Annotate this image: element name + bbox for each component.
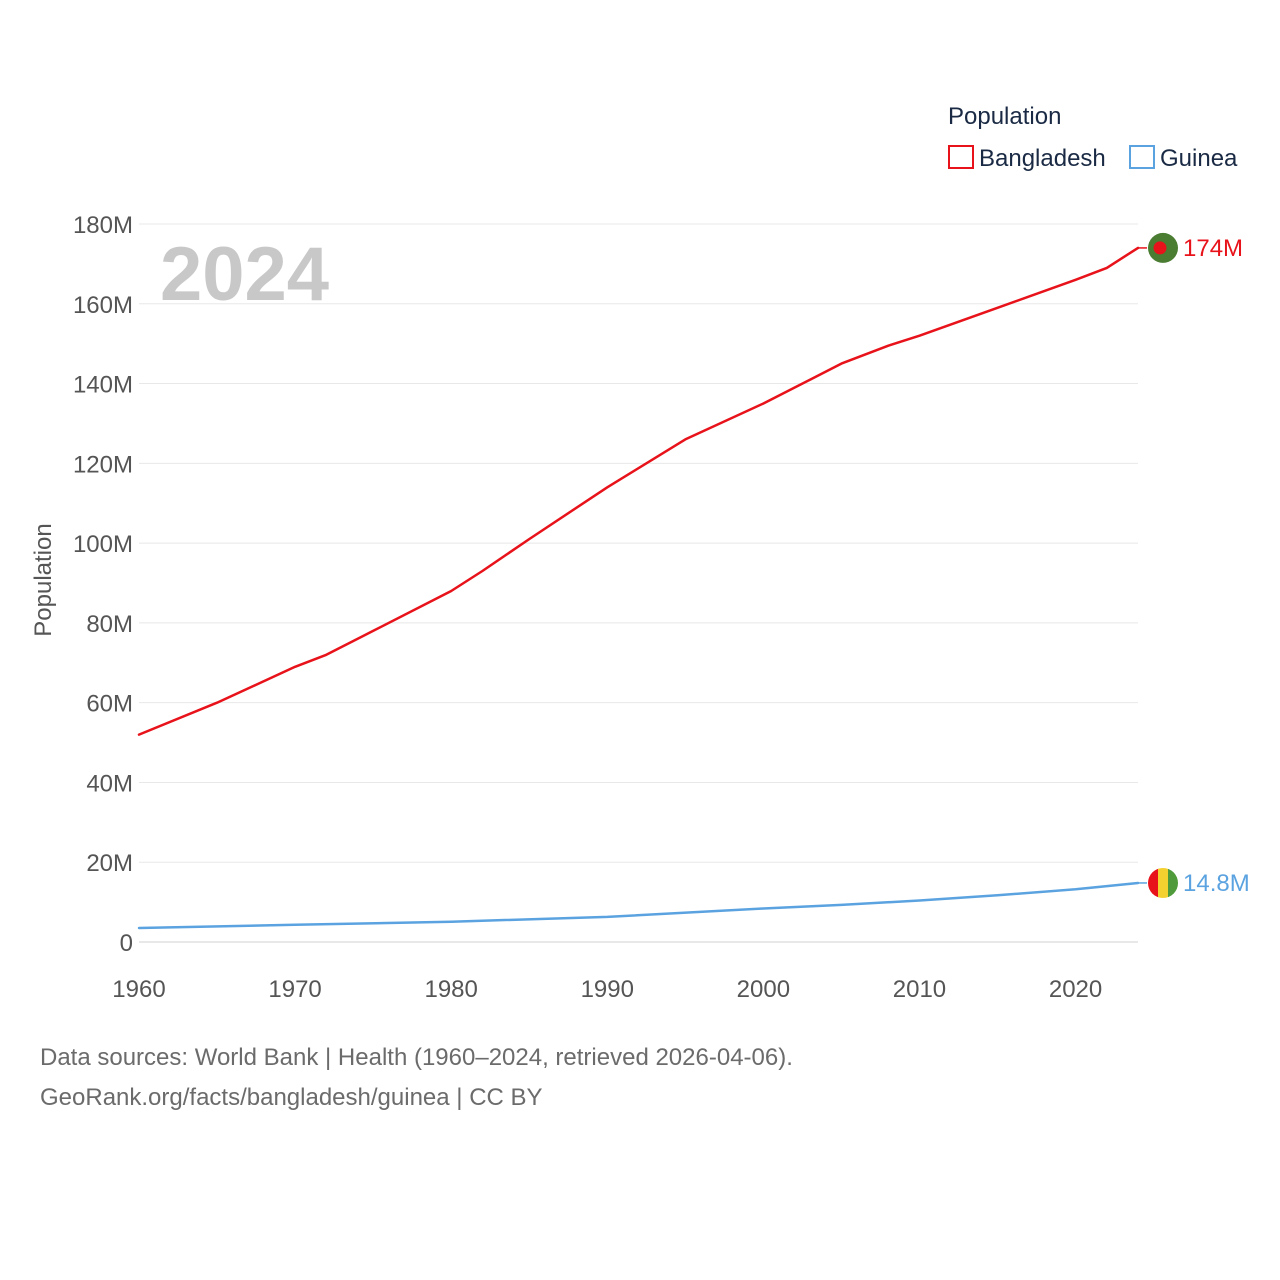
x-tick-label: 1990 <box>581 976 634 1003</box>
legend-swatch-bangladesh <box>948 145 974 169</box>
x-tick-label: 2020 <box>1049 976 1102 1003</box>
x-axis-ticks: 1960 1970 1980 1990 2000 2010 2020 <box>112 976 1102 1003</box>
series-line-guinea[interactable] <box>137 881 1140 930</box>
y-axis-label: Population <box>30 523 57 636</box>
end-label-bangladesh: 174M <box>1183 235 1243 262</box>
legend-label-bangladesh: Bangladesh <box>979 145 1106 172</box>
x-tick-label: 1960 <box>112 976 165 1003</box>
guinea-flag-stripe <box>1148 867 1159 898</box>
y-tick-label: 20M <box>86 850 133 877</box>
y-tick-label: 0 <box>120 930 133 957</box>
gridlines <box>139 223 1138 943</box>
legend-label-guinea: Guinea <box>1160 145 1238 172</box>
legend-item-bangladesh[interactable]: Bangladesh <box>948 145 1106 172</box>
guinea-flag-stripe <box>1158 867 1169 898</box>
series-guinea: 14.8M <box>137 867 1250 930</box>
guinea-flag-icon[interactable] <box>1148 867 1179 898</box>
attribution-link[interactable]: GeoRank.org/facts/bangladesh/guinea | CC… <box>40 1084 543 1111</box>
end-label-guinea: 14.8M <box>1183 870 1250 897</box>
y-tick-label: 120M <box>73 451 133 478</box>
data-source-note: Data sources: World Bank | Health (1960–… <box>40 1044 793 1071</box>
bangladesh-flag-icon[interactable] <box>1148 232 1178 263</box>
y-axis-ticks: 0 20M 40M 60M 80M 100M 120M 140M 160M 180M <box>73 212 133 957</box>
y-tick-label: 80M <box>86 611 133 638</box>
y-tick-label: 160M <box>73 292 133 319</box>
x-tick-label: 2000 <box>737 976 790 1003</box>
x-tick-label: 2010 <box>893 976 946 1003</box>
series-bangladesh: 174M <box>137 232 1243 736</box>
year-watermark: 2024 <box>160 232 329 317</box>
legend-item-guinea[interactable]: Guinea <box>1129 145 1238 172</box>
y-tick-label: 140M <box>73 372 133 399</box>
legend: Population Bangladesh Guinea <box>948 103 1238 172</box>
y-tick-label: 60M <box>86 691 133 718</box>
y-tick-label: 100M <box>73 531 133 558</box>
bangladesh-flag-disc <box>1153 241 1167 255</box>
legend-title: Population <box>948 103 1061 130</box>
y-tick-label: 40M <box>86 770 133 797</box>
legend-swatch-guinea <box>1129 145 1155 169</box>
y-tick-label: 180M <box>73 212 133 239</box>
x-tick-label: 1980 <box>424 976 477 1003</box>
x-tick-label: 1970 <box>268 976 321 1003</box>
guinea-flag-stripe <box>1168 867 1178 898</box>
series-line-bangladesh[interactable] <box>137 246 1140 736</box>
series-layer: 174M 14.8M <box>137 232 1250 930</box>
